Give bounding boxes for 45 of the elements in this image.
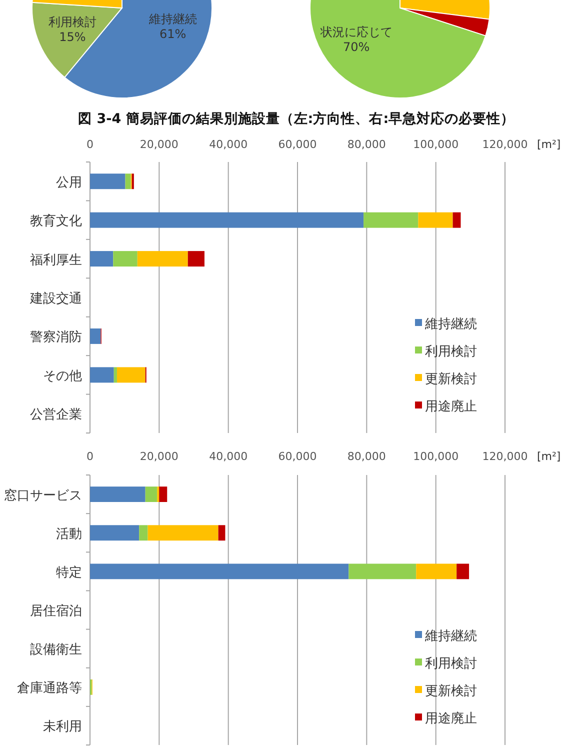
y-tick-label: 活動 — [56, 526, 82, 542]
x-tick-label: 0 — [86, 450, 94, 463]
y-tick-label: 倉庫通路等 — [17, 680, 82, 696]
data-label: 15% — [59, 30, 86, 44]
data-label: 61% — [159, 26, 186, 41]
x-tick-label: 100,000 — [413, 450, 459, 463]
legend-label: 維持継続 — [424, 317, 477, 332]
data-label: 70% — [342, 40, 370, 54]
y-tick-label: 特定 — [56, 565, 82, 580]
x-axis-title: [m²] — [537, 138, 561, 151]
legend-label: 用途廃止 — [425, 400, 477, 414]
legend-label: 利用検討 — [425, 344, 477, 360]
x-axis-title: [m²] — [537, 450, 561, 463]
x-tick-label: 120,000 — [482, 450, 528, 463]
x-tick-label: 100,000 — [413, 138, 459, 151]
x-tick-label: 20,000 — [140, 138, 178, 151]
y-tick-label: 警察消防 — [30, 329, 82, 346]
y-tick-label: その他 — [43, 368, 82, 384]
y-tick-label: 建設交通 — [29, 290, 82, 306]
x-tick-label: 60,000 — [278, 450, 317, 463]
y-tick-label: 居住宿泊 — [30, 603, 82, 619]
y-tick-label: 窓口サービス — [4, 487, 82, 504]
legend-label: 利用検討 — [425, 656, 477, 672]
legend-label: 更新検討 — [425, 372, 477, 387]
x-tick-label: 20,000 — [140, 450, 178, 463]
x-tick-label: 0 — [86, 138, 94, 151]
slice-label: 状況に応じて — [319, 25, 392, 40]
x-tick-label: 80,000 — [347, 450, 386, 463]
y-tick-label: 未利用 — [43, 720, 82, 735]
legend-label: 維持継続 — [424, 629, 477, 644]
legend-label: 用途廃止 — [425, 712, 477, 726]
slice-label: 利用検討 — [48, 14, 96, 29]
x-tick-label: 80,000 — [347, 138, 386, 151]
caption: 図 3-4 簡易評価の結果別施設量（左:方向性、右:早急対応の必要性） — [78, 110, 515, 127]
x-tick-label: 40,000 — [209, 138, 248, 151]
x-tick-label: 120,000 — [482, 138, 528, 151]
y-tick-label: 公用 — [56, 175, 82, 190]
y-tick-label: 教育文化 — [30, 213, 82, 230]
legend-label: 更新検討 — [425, 684, 477, 699]
y-tick-label: 福利厚生 — [30, 252, 82, 268]
y-tick-label: 公営企業 — [30, 408, 82, 423]
slice-label: 維持継続 — [148, 12, 197, 26]
x-tick-label: 60,000 — [278, 138, 317, 151]
y-tick-label: 設備衛生 — [30, 642, 82, 658]
x-tick-label: 40,000 — [209, 450, 248, 463]
